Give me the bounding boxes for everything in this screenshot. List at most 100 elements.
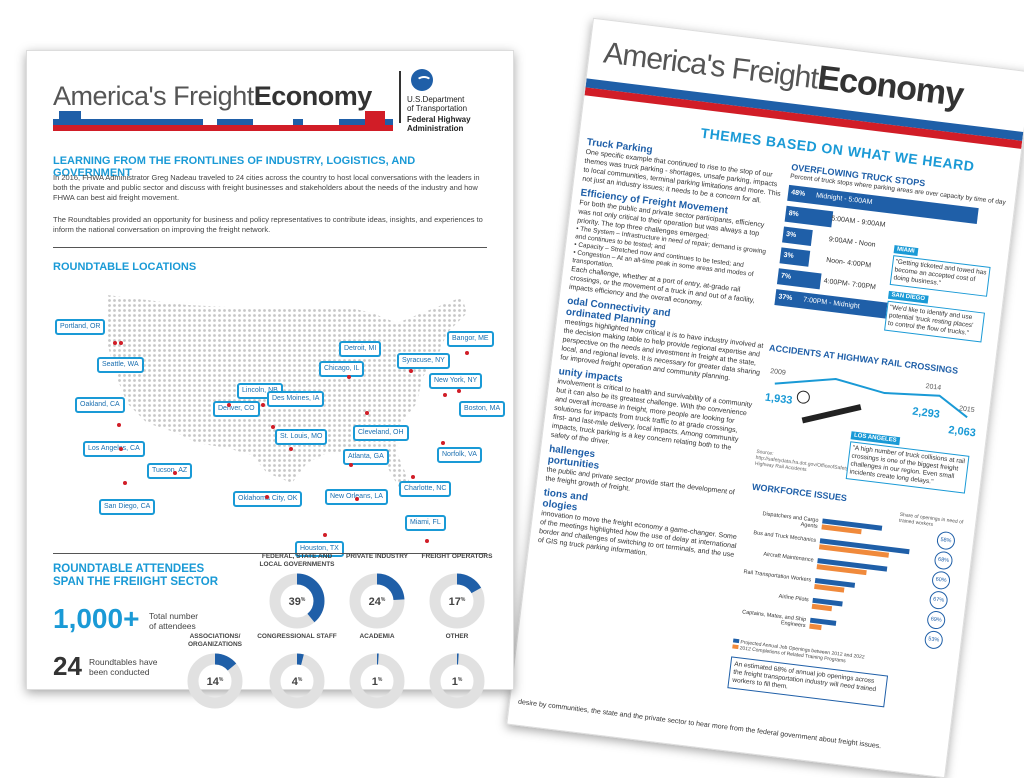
attendees-caption: Total number of attendees — [149, 611, 199, 631]
truck-stop-pct: 3% — [785, 230, 797, 240]
acc-value-2009: 1,933 — [764, 392, 793, 407]
donut-label: FEDERAL, STATE AND LOCAL GOVERNMENTS — [259, 553, 335, 568]
city-label: Portland, OR — [55, 319, 106, 335]
city-pin-icon — [119, 341, 123, 345]
donut-segment — [269, 573, 325, 629]
donut-value: 17% — [449, 596, 466, 608]
city-pin-icon — [457, 389, 461, 393]
roundtables-caption: Roundtables have been conducted — [89, 657, 158, 677]
city-pin-icon — [411, 475, 415, 479]
donut-segment — [349, 653, 405, 709]
rail-crossing-gate-icon — [801, 404, 862, 424]
donut-percent-sign: % — [378, 677, 383, 683]
donut-label: CONGRESSIONAL STAFF — [257, 633, 337, 640]
intro-paragraph: In 2016, FHWA Administrator Greg Nadeau … — [53, 173, 480, 202]
city-pin-icon — [441, 441, 445, 445]
city-pin-icon — [365, 411, 369, 415]
donut-value: 24% — [369, 596, 386, 608]
plane-icon — [203, 115, 217, 125]
workforce-row-label: Rail Transportation Workers — [743, 569, 812, 584]
workforce-chart: Dispatchers and Cargo Agents 58% Bus and T… — [733, 509, 965, 665]
city-label: Seattle, WA — [97, 357, 144, 373]
city-label: San Diego, CA — [99, 499, 156, 515]
donut-segment — [269, 653, 325, 709]
truck-stop-time: 5:00AM - 9:00AM — [830, 215, 886, 229]
completions-bar — [811, 603, 833, 612]
donut-chart: 1% — [349, 653, 405, 709]
fhwa-name: Federal Highway Administration — [407, 115, 471, 133]
city-pin-icon — [261, 403, 265, 407]
donut-value: 1% — [372, 676, 383, 688]
los-angeles-quote: "A high number of truck collisions at ra… — [845, 441, 970, 494]
truck-stops-panel: OVERFLOWING TRUCK STOPS Percent of truck… — [774, 162, 1009, 343]
workforce-row-label: Dispatchers and Cargo Agents — [762, 511, 819, 530]
city-pin-icon — [443, 393, 447, 397]
workforce-panel: WORKFORCE ISSUES Share of openings in ne… — [727, 482, 969, 715]
city-label: Atlanta, GA — [343, 449, 389, 465]
accidents-line-chart: 2009 1,933 2014 2,293 2015 2,063 — [764, 368, 976, 439]
truck-stop-time: Noon- 4:00PM — [825, 256, 872, 270]
miami-tag: MIAMI — [893, 245, 919, 256]
donut-percent-sign: % — [381, 597, 386, 603]
truck-stop-pct: 7% — [780, 272, 792, 281]
truck-icon — [303, 113, 339, 125]
city-pin-icon — [289, 447, 293, 451]
acc-value-2014: 2,293 — [912, 406, 941, 421]
city-label: Detroit, MI — [339, 341, 382, 357]
locations-heading: ROUNDTABLE LOCATIONS — [53, 261, 197, 273]
donut-segment — [429, 573, 485, 629]
donut-percent-sign: % — [298, 677, 303, 683]
donut-segment — [187, 653, 243, 709]
donut-value: 14% — [207, 676, 224, 688]
city-pin-icon — [355, 497, 359, 501]
truck-stop-pct: 8% — [788, 210, 800, 219]
city-label: Tucson, AZ — [147, 463, 193, 479]
workforce-row-label: Captains, Mates, and Ship Engineers — [741, 609, 807, 630]
city-label: Boston, MA — [459, 401, 506, 417]
truck-stop-pct: 3% — [783, 251, 794, 260]
accidents-panel: ACCIDENTS AT HIGHWAY RAIL CROSSINGS 2009… — [755, 343, 987, 494]
donut-segment — [429, 653, 485, 709]
donut-segment — [349, 573, 405, 629]
dot-logo-icon — [411, 69, 433, 91]
workforce-share-badge: 53% — [923, 629, 944, 650]
workforce-row-label: Aircraft Maintenance — [763, 551, 814, 564]
donut-chart: 24% — [349, 573, 405, 629]
workforce-row-label: Airline Pilots — [778, 593, 810, 604]
city-pin-icon — [117, 423, 121, 427]
san-diego-quote: "We'd like to identify and use potential… — [884, 300, 986, 343]
freight-silhouettes — [59, 111, 385, 125]
workforce-share-badge: 69% — [926, 610, 947, 631]
map-pins: Portland, OR Seattle, WA Oakland, CA Los An… — [27, 51, 513, 689]
city-pin-icon — [123, 481, 127, 485]
city-pin-icon — [425, 539, 429, 543]
donut-chart: 1% — [429, 653, 485, 709]
completions-bar — [809, 623, 822, 631]
city-label: Miami, FL — [405, 515, 446, 531]
front-title: America's FreightEconomy — [53, 81, 372, 112]
front-heading: LEARNING FROM THE FRONTLINES OF INDUSTRY… — [53, 155, 416, 179]
donut-value: 4% — [292, 676, 303, 688]
city-pin-icon — [173, 471, 177, 475]
divider-1 — [53, 247, 487, 248]
donut-chart: 14% — [187, 653, 243, 709]
city-label: New York, NY — [429, 373, 483, 389]
divider-2 — [53, 553, 487, 554]
back-left-column: Truck Parking One specific example that … — [537, 137, 786, 569]
donut-label: ACADEMIA — [359, 633, 395, 640]
donut-value: 39% — [289, 596, 306, 608]
city-label: St. Louis, MO — [275, 429, 328, 445]
acc-year-2015: 2015 — [959, 405, 975, 414]
roundtables-number: 24 — [53, 651, 82, 681]
train-icon — [253, 113, 293, 125]
ship-icon — [59, 111, 81, 125]
city-pin-icon — [347, 375, 351, 379]
city-pin-icon — [265, 495, 269, 499]
truck-stop-time: 9:00AM - Noon — [828, 236, 876, 249]
donut-chart: 17% — [429, 573, 485, 629]
city-label: Oakland, CA — [75, 397, 125, 413]
back-title-bold: Economy — [815, 58, 966, 115]
city-pin-icon — [119, 447, 123, 451]
front-red-band — [53, 125, 393, 131]
roundtables-paragraph: The Roundtables provided an opportunity … — [53, 215, 483, 234]
